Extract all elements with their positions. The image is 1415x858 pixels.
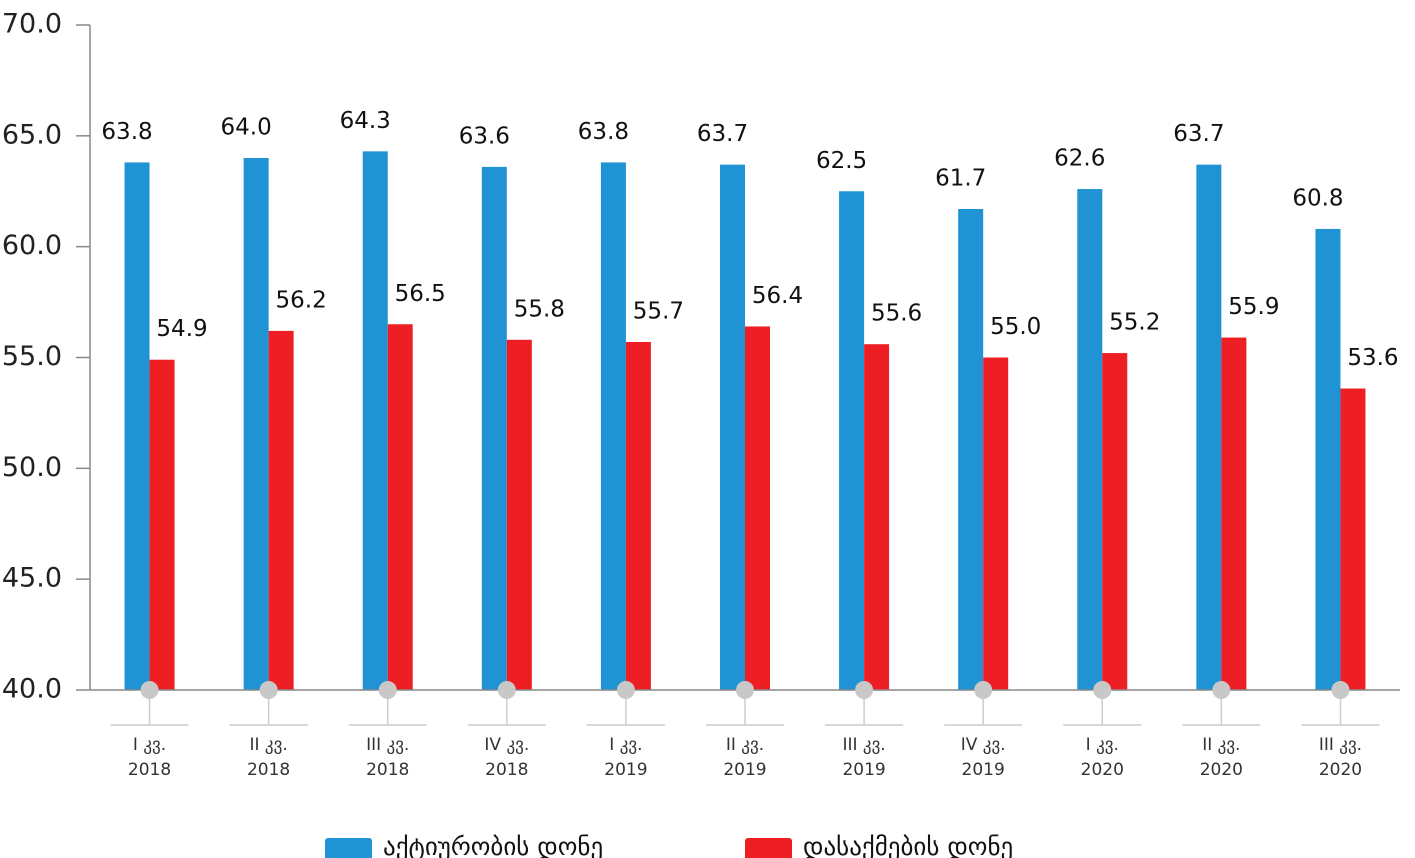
value-label: 56.5 — [395, 281, 446, 307]
bar — [1221, 337, 1247, 690]
value-label: 60.8 — [1292, 185, 1343, 211]
legend-label: დასაქმების დონე — [803, 832, 1013, 858]
bar — [625, 341, 651, 690]
bar — [1340, 388, 1366, 690]
value-label: 64.0 — [221, 115, 272, 141]
y-tick-label: 55.0 — [2, 341, 62, 372]
bar — [983, 357, 1009, 690]
x-tick-label: I კვ. 2018 — [127, 735, 172, 780]
value-label: 55.7 — [633, 298, 684, 324]
bar — [864, 344, 890, 690]
x-tick-dot — [259, 681, 278, 699]
x-tick-label: II კვ. 2020 — [1199, 735, 1243, 780]
bar — [745, 326, 770, 690]
value-label: 63.8 — [578, 119, 629, 145]
x-tick-dot — [140, 681, 159, 699]
x-tick-label: II კვ. 2018 — [246, 735, 291, 780]
x-tick-dot — [378, 681, 397, 699]
bar — [268, 330, 294, 690]
y-tick-label: 65.0 — [2, 119, 62, 150]
bar — [1315, 228, 1341, 690]
value-label: 64.3 — [340, 108, 391, 134]
value-label: 61.7 — [935, 165, 986, 191]
x-tick-label: III კვ. 2018 — [366, 735, 410, 780]
legend-label: აქტიურობის დონე — [383, 832, 603, 858]
value-label: 56.2 — [276, 287, 327, 313]
value-label: 55.9 — [1228, 294, 1279, 320]
bar — [506, 339, 532, 690]
x-tick-dot — [974, 681, 993, 699]
x-tick-label: IV კვ. 2018 — [484, 735, 530, 780]
value-label: 63.6 — [459, 123, 510, 149]
bar — [243, 158, 269, 690]
bar — [839, 191, 865, 690]
y-tick-label: 45.0 — [2, 563, 62, 594]
bar — [958, 208, 984, 690]
y-tick-label: 70.0 — [2, 9, 62, 40]
legend-swatch — [325, 838, 372, 858]
bar — [1196, 164, 1222, 690]
bar — [149, 359, 175, 690]
bar — [481, 166, 507, 690]
value-label: 63.8 — [101, 119, 152, 145]
y-tick-label: 50.0 — [2, 452, 62, 483]
value-label: 62.6 — [1054, 146, 1105, 172]
x-tick-dot — [497, 681, 516, 699]
y-tick-label: 40.0 — [2, 674, 62, 705]
bar — [600, 162, 626, 690]
value-label: 53.6 — [1347, 345, 1398, 371]
value-label: 56.4 — [752, 283, 803, 309]
bar — [1077, 189, 1103, 691]
x-tick-dot — [855, 681, 874, 699]
x-tick-dot — [1093, 681, 1112, 699]
x-tick-dot — [616, 681, 635, 699]
x-tick-dot — [1331, 681, 1350, 699]
x-tick-dot — [1212, 681, 1231, 699]
bar — [124, 162, 150, 690]
x-tick-dot — [736, 681, 754, 699]
value-label: 63.7 — [1173, 121, 1224, 147]
bar — [362, 151, 388, 691]
bar — [387, 324, 413, 690]
value-label: 54.9 — [156, 316, 207, 342]
value-label: 55.6 — [871, 301, 922, 327]
x-tick-label: II კვ. 2019 — [723, 735, 767, 780]
x-tick-label: I კვ. 2020 — [1080, 735, 1124, 780]
bar — [720, 164, 745, 690]
value-label: 62.5 — [816, 148, 867, 174]
x-tick-label: III კვ. 2020 — [1318, 735, 1363, 780]
y-tick-label: 60.0 — [2, 230, 62, 261]
bar — [1102, 353, 1128, 690]
x-tick-label: IV კვ. 2019 — [960, 735, 1006, 780]
x-tick-label: I კვ. 2019 — [604, 735, 648, 780]
x-tick-label: III კვ. 2019 — [842, 735, 886, 780]
value-label: 55.2 — [1109, 310, 1160, 336]
legend-swatch — [745, 838, 792, 858]
value-label: 55.0 — [990, 314, 1041, 340]
value-label: 63.7 — [697, 121, 748, 147]
value-label: 55.8 — [514, 296, 565, 322]
